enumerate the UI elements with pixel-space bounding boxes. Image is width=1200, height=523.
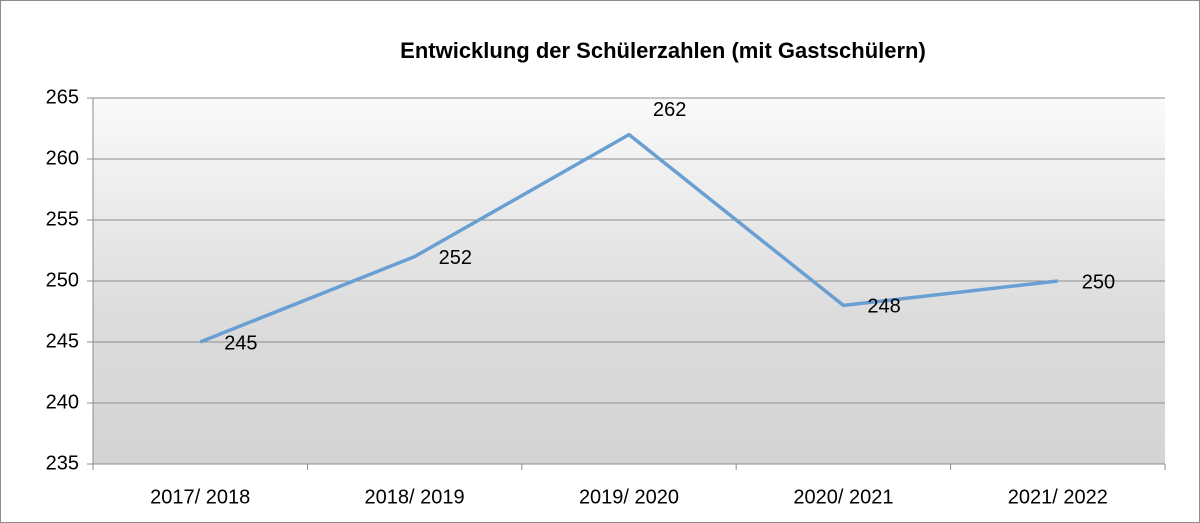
data-label: 245 [224,332,257,354]
chart-title: Entwicklung der Schülerzahlen (mit Gasts… [400,38,926,63]
x-tick-label: 2017/ 2018 [150,486,250,508]
data-line [199,132,1058,344]
data-label: 252 [439,247,472,269]
y-tick-label: 250 [46,269,79,291]
x-tick-label: 2021/ 2022 [1008,486,1108,508]
y-tick-label: 245 [46,330,79,352]
data-label: 248 [867,296,900,318]
y-tick-label: 255 [46,208,79,230]
x-tick-label: 2019/ 2020 [579,486,679,508]
y-tick-label: 240 [46,391,79,413]
y-tick-label: 235 [46,452,79,474]
x-tick-label: 2020/ 2021 [793,486,893,508]
y-tick-label: 265 [46,86,79,108]
x-tick-label: 2018/ 2019 [365,486,465,508]
y-tick-label: 260 [46,147,79,169]
data-label: 262 [653,99,686,121]
data-label: 250 [1082,271,1115,293]
